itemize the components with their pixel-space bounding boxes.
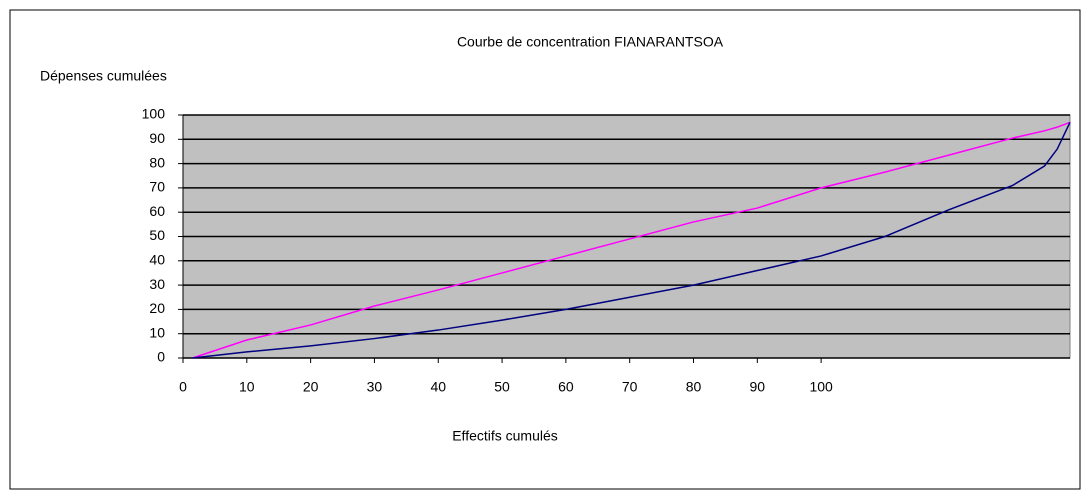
y-tick-label: 100: [142, 106, 166, 122]
chart-title: Courbe de concentration FIANARANTSOA: [457, 34, 724, 50]
y-tick-label: 90: [149, 130, 165, 146]
line-series: [192, 121, 1071, 359]
x-tick-label: 30: [367, 379, 383, 395]
y-tick-label: 0: [157, 349, 165, 365]
y-tick-label: 50: [149, 227, 165, 243]
y-tick-label: 70: [149, 179, 165, 195]
y-tick-label: 60: [149, 203, 165, 219]
x-tick-label: 90: [750, 379, 766, 395]
y-tick-label: 40: [149, 252, 165, 268]
line-series: [192, 121, 1071, 359]
y-tick-label: 20: [149, 300, 165, 316]
y-tick-label: 80: [149, 154, 165, 170]
x-tick-label: 70: [622, 379, 638, 395]
y-axis-label: Dépenses cumulées: [40, 68, 167, 84]
x-axis-label: Effectifs cumulés: [452, 428, 558, 444]
x-tick-label: 40: [430, 379, 446, 395]
x-tick-label: 10: [239, 379, 255, 395]
x-tick-label: 20: [303, 379, 319, 395]
x-tick-label: 100: [809, 379, 833, 395]
x-tick-label: 80: [686, 379, 702, 395]
y-tick-label: 30: [149, 276, 165, 292]
y-tick-label: 10: [149, 324, 165, 340]
x-tick-label: 0: [179, 379, 187, 395]
x-tick-label: 60: [558, 379, 574, 395]
x-tick-label: 50: [494, 379, 510, 395]
